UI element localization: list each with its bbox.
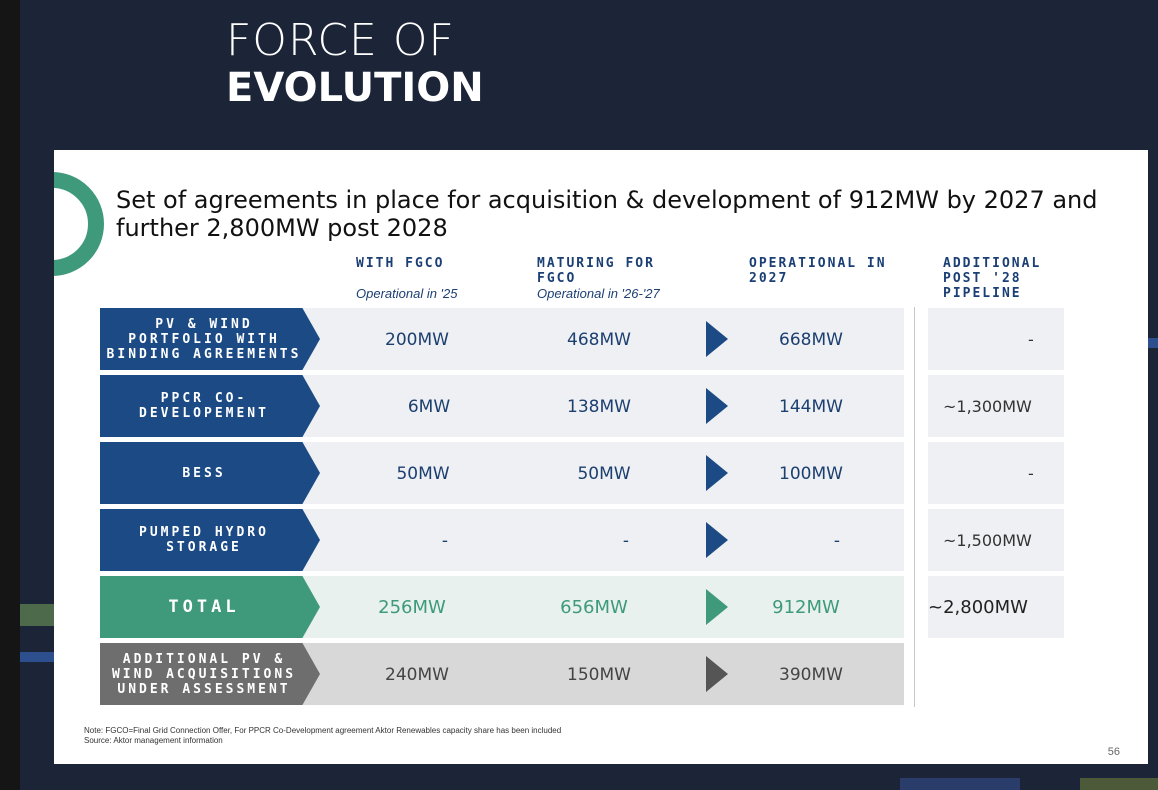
cell-pipeline: ~1,300MW	[943, 397, 1032, 416]
cell-fgco: 50MW	[396, 464, 450, 484]
col-header-fgco: WITH FGCO	[356, 256, 445, 271]
hero-title-line1: FORCE OF	[226, 15, 455, 66]
arrow-icon	[706, 522, 728, 558]
pipeline-divider	[914, 307, 915, 707]
decor-stripe-bottom-blue	[900, 778, 1020, 790]
pipeline-cell-bg	[928, 442, 1064, 504]
cell-operational: 912MW	[772, 597, 840, 618]
cell-fgco: 256MW	[378, 597, 446, 618]
slide-headline: Set of agreements in place for acquisiti…	[116, 186, 1098, 242]
footnote-line2: Source: Aktor management information	[84, 736, 223, 745]
col-header-operational: OPERATIONAL IN 2027	[749, 256, 887, 286]
footnote-line1: Note: FGCO=Final Grid Connection Offer, …	[84, 726, 562, 735]
decor-stripe-green	[20, 604, 54, 626]
cell-maturing: -	[622, 531, 630, 551]
cell-fgco: 240MW	[385, 665, 449, 685]
arrow-icon	[706, 656, 728, 692]
cell-operational: 390MW	[779, 665, 843, 685]
ring-decoration	[54, 172, 104, 276]
decor-stripe-right-olive	[1080, 778, 1158, 790]
cell-operational: 144MW	[779, 397, 843, 417]
hero-title-line2: EVOLUTION	[226, 65, 484, 111]
arrow-icon	[706, 388, 728, 424]
col-sub-maturing: Operational in '26-'27	[537, 286, 660, 301]
cell-maturing: 150MW	[567, 665, 631, 685]
cell-fgco: 6MW	[407, 397, 451, 417]
cell-pipeline: -	[1028, 330, 1034, 349]
row-label-ppcr: PPCR CO-DEVELOPEMENT	[100, 375, 320, 437]
pipeline-cell-bg	[928, 509, 1064, 571]
row-label-pumped-hydro: PUMPED HYDRO STORAGE	[100, 509, 320, 571]
cell-maturing: 138MW	[567, 397, 631, 417]
pipeline-cell-bg	[928, 576, 1064, 638]
arrow-icon	[706, 589, 728, 625]
cell-operational: 100MW	[779, 464, 843, 484]
pipeline-cell-bg	[928, 375, 1064, 437]
cell-pipeline: -	[1028, 464, 1034, 483]
cell-fgco: -	[441, 531, 449, 551]
row-label-total: TOTAL	[100, 576, 320, 638]
arrow-icon	[706, 455, 728, 491]
row-label-bess: BESS	[100, 442, 320, 504]
slide: Set of agreements in place for acquisiti…	[54, 150, 1148, 764]
arrow-icon	[706, 321, 728, 357]
col-header-maturing: MATURING FOR FGCO	[537, 256, 655, 286]
cell-pipeline: ~2,800MW	[928, 597, 1028, 618]
hero-title: FORCE OF EVOLUTION	[226, 18, 484, 112]
cell-maturing: 50MW	[577, 464, 631, 484]
decor-stripe-blue	[20, 652, 54, 662]
cell-operational: 668MW	[779, 330, 843, 350]
cell-operational: -	[833, 531, 841, 551]
pipeline-cell-bg	[928, 308, 1064, 370]
left-edge-bar	[0, 0, 20, 790]
page-number: 56	[1107, 746, 1120, 758]
cell-pipeline: ~1,500MW	[943, 531, 1032, 550]
row-label-additional: ADDITIONAL PV & WIND ACQUISITIONS UNDER …	[100, 643, 320, 705]
col-sub-fgco: Operational in '25	[356, 286, 458, 301]
cell-maturing: 656MW	[560, 597, 628, 618]
cell-fgco: 200MW	[385, 330, 449, 350]
cell-maturing: 468MW	[567, 330, 631, 350]
decor-stripe-right-blue	[1148, 338, 1158, 348]
footnote: Note: FGCO=Final Grid Connection Offer, …	[84, 726, 561, 746]
col-header-pipeline: ADDITIONAL POST '28 PIPELINE	[943, 256, 1042, 301]
row-label-pv-wind: PV & WIND PORTFOLIO WITH BINDING AGREEME…	[100, 308, 320, 370]
